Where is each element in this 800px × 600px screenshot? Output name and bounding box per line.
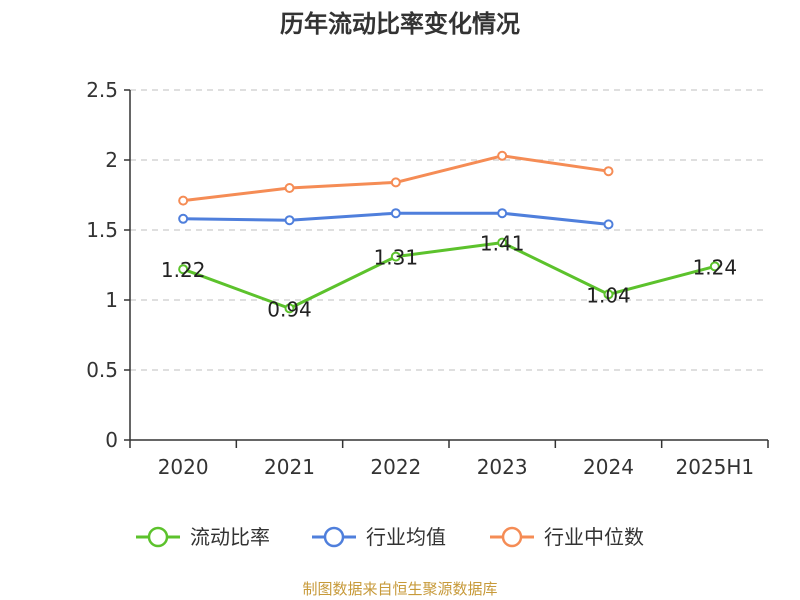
legend-item-2[interactable]: 行业均值 (312, 525, 446, 549)
x-tick-label: 2023 (477, 455, 528, 479)
series-line-1 (182, 241, 716, 310)
x-tick-label: 2022 (370, 455, 421, 479)
data-label: 1.22 (161, 258, 206, 282)
y-tick-label: 0.5 (86, 358, 118, 382)
axes: 0 0.5 1 1.5 2 2.5 2020 2021 2022 2023 2024 2025H1 (86, 78, 769, 479)
series-point-2 (390, 208, 401, 219)
series-point-3 (497, 150, 508, 161)
legend-marker (501, 526, 523, 548)
series-point-1 (497, 237, 508, 248)
legend-marker (323, 526, 345, 548)
x-tick-label: 2021 (264, 455, 315, 479)
y-tick-label: 1 (105, 288, 118, 312)
series-point-2 (497, 208, 508, 219)
x-tick-label: 2020 (158, 455, 209, 479)
data-label: 1.04 (586, 283, 631, 307)
grid (130, 89, 768, 371)
series-point-1 (709, 261, 720, 272)
source-note: 制图数据来自恒生聚源数据库 (302, 580, 497, 598)
legend-label: 行业中位数 (544, 525, 644, 549)
data-labels: 1.22 0.94 1.31 1.41 1.04 1.24 (161, 232, 737, 322)
series-point-1 (390, 251, 401, 262)
data-label: 0.94 (267, 297, 312, 321)
series-point-3 (284, 183, 295, 193)
y-tick-label: 2 (105, 148, 118, 172)
series-point-1 (603, 289, 614, 300)
series-point-2 (284, 215, 295, 226)
series-point-1 (178, 264, 189, 275)
x-tick-label: 2025H1 (675, 455, 754, 479)
legend-item-3[interactable]: 行业中位数 (490, 525, 644, 549)
legend-label: 流动比率 (190, 525, 270, 549)
legend-label: 行业均值 (366, 525, 446, 549)
legend-item-1[interactable]: 流动比率 (136, 525, 270, 549)
y-tick-label: 1.5 (86, 218, 118, 242)
y-tick-label: 0 (105, 428, 118, 452)
data-label: 1.24 (693, 255, 738, 279)
series-layer (178, 150, 720, 314)
data-label: 1.41 (480, 232, 525, 256)
legend-marker (147, 526, 169, 548)
series-point-1 (284, 303, 295, 314)
series-point-2 (178, 213, 189, 224)
series-point-2 (603, 219, 614, 230)
x-tick-label: 2024 (583, 455, 634, 479)
legend: 流动比率 行业均值 行业中位数 (136, 525, 644, 549)
y-tick-label: 2.5 (86, 78, 118, 102)
chart-title: 历年流动比率变化情况 (280, 10, 520, 38)
series-point-3 (603, 166, 614, 177)
data-label: 1.31 (374, 246, 419, 270)
series-point-3 (390, 177, 401, 188)
series-point-3 (178, 195, 189, 206)
